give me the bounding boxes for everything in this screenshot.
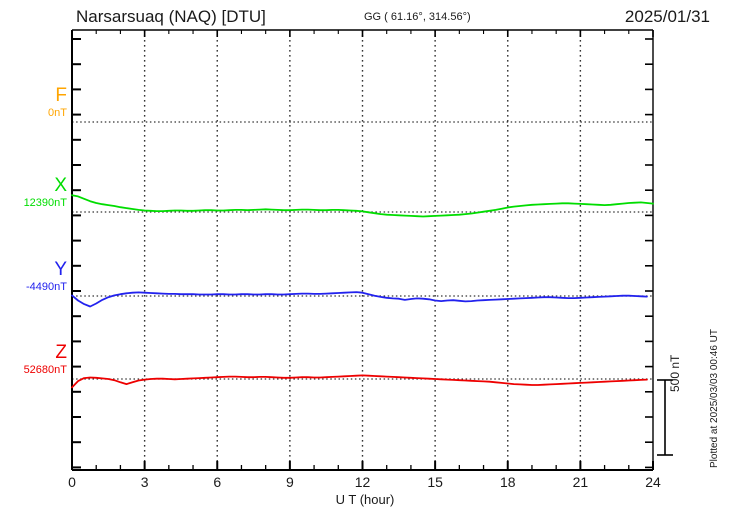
- component-label-y: Y -4490nT: [26, 260, 67, 293]
- data-traces-group: [71, 194, 654, 389]
- component-label-f: F 0nT: [48, 86, 67, 119]
- x-tick-label-15: 15: [427, 474, 443, 490]
- component-label-x: X 12390nT: [24, 176, 67, 209]
- plotted-timestamp: Plotted at 2025/03/03 00:46 UT: [709, 329, 720, 468]
- x-tick-label-6: 6: [213, 474, 222, 490]
- component-letter-x: X: [54, 175, 67, 196]
- component-value-z: 52680nT: [23, 364, 67, 376]
- x-tick-label-18: 18: [499, 474, 516, 490]
- trace-z: [71, 374, 648, 389]
- component-label-z: Z 52680nT: [24, 343, 67, 376]
- component-value-x: 12390nT: [23, 197, 67, 209]
- x-tick-label-24: 24: [645, 474, 661, 490]
- component-letter-z: Z: [55, 342, 67, 363]
- gridlines-group: [143, 30, 582, 470]
- x-axis-title: U T (hour): [335, 492, 395, 507]
- baselines-group: [72, 121, 653, 380]
- page-title: Narsarsuaq (NAQ) [DTU]: [76, 7, 266, 26]
- scale-bar: [657, 379, 673, 456]
- geographic-coordinates: GG ( 61.16°, 314.56°): [364, 11, 471, 23]
- scale-bar-label: 500 nT: [668, 354, 682, 392]
- axis-ticks-group: [71, 30, 654, 470]
- trace-x: [71, 194, 654, 218]
- component-letter-f: F: [55, 85, 67, 106]
- observation-date: 2025/01/31: [624, 7, 710, 26]
- x-tick-label-21: 21: [572, 474, 589, 490]
- component-value-f: 0nT: [48, 107, 67, 119]
- x-tick-label-0: 0: [68, 474, 76, 490]
- x-tick-label-3: 3: [140, 474, 149, 490]
- component-value-y: -4490nT: [26, 281, 67, 293]
- x-tick-label-9: 9: [285, 474, 294, 490]
- trace-y: [71, 291, 648, 308]
- x-tick-label-12: 12: [354, 474, 371, 490]
- component-letter-y: Y: [54, 259, 67, 280]
